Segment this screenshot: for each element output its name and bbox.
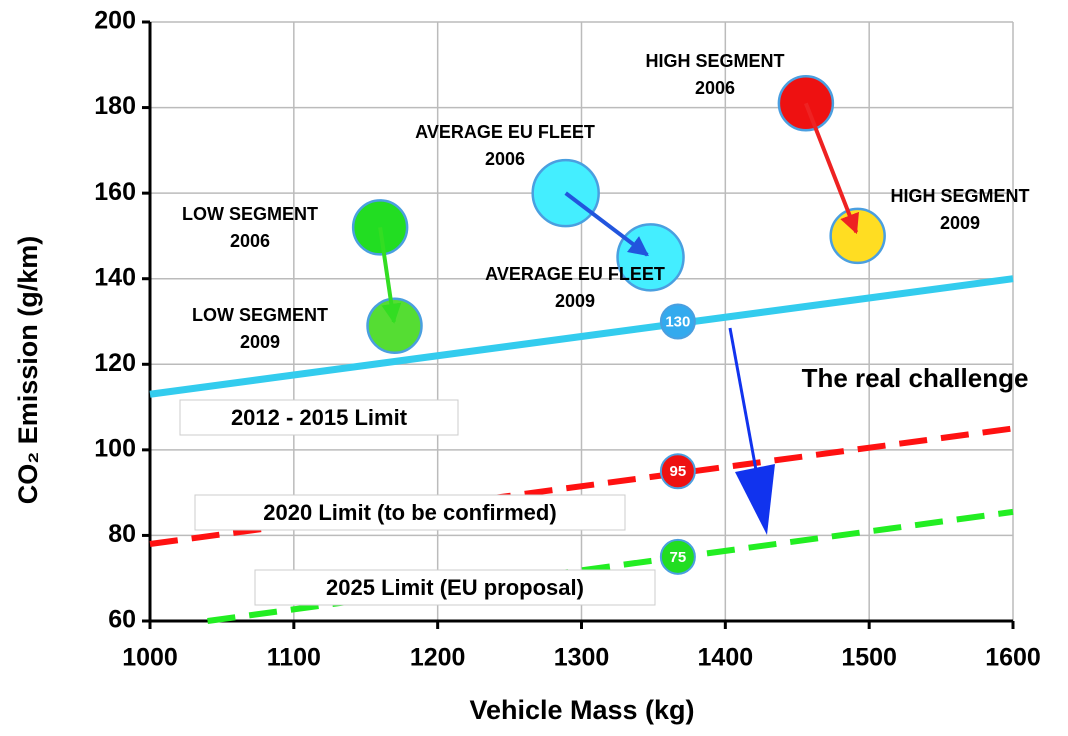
x-axis-label: Vehicle Mass (kg)	[469, 695, 694, 725]
y-tick-label: 160	[94, 178, 136, 206]
limit-label-box	[254, 569, 656, 606]
arrow	[378, 227, 402, 324]
point-label: LOW SEGMENT	[182, 204, 318, 224]
x-tick-label: 1500	[841, 644, 897, 672]
point-label: AVERAGE EU FLEET	[485, 264, 665, 284]
limit-marker-label: 130	[665, 313, 690, 330]
labels: 2012 - 2015 Limit 130 2020 Limit (to be co…	[179, 51, 1030, 606]
limit-label: 2020 Limit (to be confirmed)	[263, 500, 556, 525]
y-tick-label: 180	[94, 92, 136, 120]
limit-label: 2025 Limit (EU proposal)	[326, 575, 584, 600]
y-tick-label: 200	[94, 7, 136, 35]
annotation: The real challenge	[802, 363, 1029, 393]
x-tick-label: 1300	[554, 644, 610, 672]
grid: 1000 1100 1200 1300 1400 1500 1600 60 80 100 120 14…	[94, 7, 1041, 672]
point-label: LOW SEGMENT	[192, 305, 328, 325]
point-label: AVERAGE EU FLEET	[415, 122, 595, 142]
y-axis-label: CO₂ Emission (g/km)	[13, 236, 43, 505]
point-label: 2006	[695, 78, 735, 98]
x-tick-label: 1100	[267, 644, 321, 672]
y-tick-label: 80	[108, 520, 136, 548]
x-tick-label: 1000	[122, 644, 178, 672]
limit-marker-label: 75	[670, 549, 687, 566]
point	[366, 297, 423, 355]
x-tick-label: 1200	[410, 644, 466, 672]
y-tick-label: 100	[94, 434, 136, 462]
limit-line	[149, 275, 1014, 398]
limit-marker	[659, 538, 696, 575]
point	[777, 75, 835, 132]
point-label: HIGH SEGMENT	[645, 51, 784, 71]
limit-marker-label: 95	[670, 463, 687, 480]
y-tick-label: 60	[108, 606, 136, 634]
arrow	[564, 191, 649, 257]
point-label: 2009	[240, 332, 280, 352]
challenge-arrowhead	[735, 464, 775, 535]
y-tick-label: 120	[94, 349, 136, 377]
x-tick-label: 1400	[698, 644, 754, 672]
y-tick-label: 140	[94, 263, 136, 291]
limit-label-box	[194, 494, 626, 531]
challenge-arrow	[728, 327, 758, 471]
x-tick-label: 1600	[985, 644, 1041, 672]
point	[829, 207, 886, 265]
limit-marker	[659, 453, 696, 490]
arrow	[804, 102, 859, 235]
limit-label: 2012 - 2015 Limit	[231, 405, 408, 430]
limit-marker	[659, 303, 696, 340]
point-label: 2006	[485, 149, 525, 169]
limit-label-box	[179, 399, 459, 436]
point-label: 2006	[230, 231, 270, 251]
point-label: 2009	[940, 213, 980, 233]
point-label: 2009	[555, 291, 595, 311]
point-label: HIGH SEGMENT	[890, 186, 1029, 206]
